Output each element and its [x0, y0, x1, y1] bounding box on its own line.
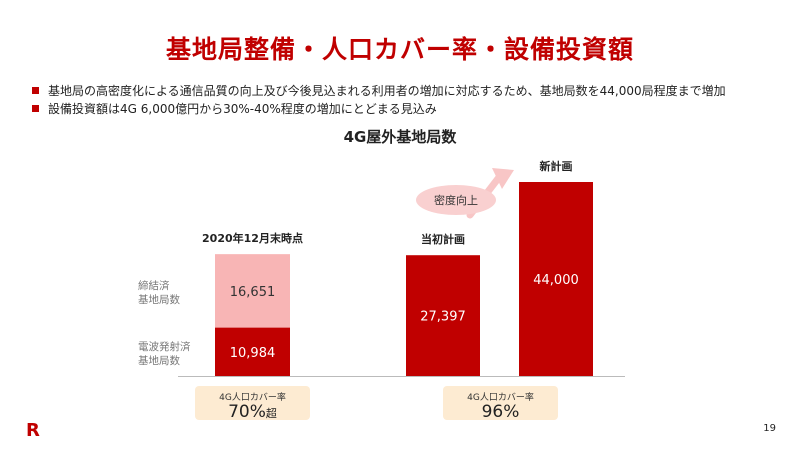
- legend-label-emitted: 電波発射済基地局数: [138, 340, 191, 367]
- rakuten-logo: R: [26, 420, 40, 441]
- bullet-square-icon: [32, 87, 39, 94]
- page-number: 19: [763, 423, 776, 434]
- coverage-value-number: 70%: [228, 402, 266, 422]
- bullet-list: 基地局の高密度化による通信品質の向上及び今後見込まれる利用者の増加に対応するため…: [30, 82, 780, 118]
- bullet-item: 基地局の高密度化による通信品質の向上及び今後見込まれる利用者の増加に対応するため…: [30, 82, 780, 100]
- coverage-value: 96%: [443, 403, 558, 423]
- coverage-box-plan: 4G人口カバー率 96%: [443, 386, 558, 423]
- annotation-label: 密度向上: [434, 193, 478, 207]
- bar-contracted-1: [215, 254, 290, 328]
- coverage-label: 4G人口カバー率: [467, 393, 534, 403]
- coverage-suffix: 超: [265, 407, 277, 420]
- density-bubble: [416, 185, 496, 215]
- legend-label-contracted: 締結済基地局数: [138, 279, 180, 306]
- coverage-label: 4G人口カバー率: [219, 393, 286, 403]
- bar-value-label: 10,984: [230, 346, 276, 361]
- bullet-text: 設備投資額は4G 6,000億円から30%-40%程度の増加にとどまる見込み: [48, 102, 437, 116]
- bullet-item: 設備投資額は4G 6,000億円から30%-40%程度の増加にとどまる見込み: [30, 100, 780, 118]
- category-label: 新計画: [540, 159, 573, 173]
- bar-value-label: 16,651: [230, 285, 276, 300]
- coverage-value-number: 96%: [481, 402, 520, 422]
- category-label: 当初計画: [421, 232, 465, 246]
- coverage-value: 70%超: [195, 403, 310, 423]
- slide-title: 基地局整備・人口カバー率・設備投資額: [165, 35, 634, 64]
- bar-emitted-3: [519, 182, 593, 376]
- bar-value-label: 27,397: [420, 310, 466, 325]
- bullet-text: 基地局の高密度化による通信品質の向上及び今後見込まれる利用者の増加に対応するため…: [48, 84, 726, 98]
- bar-emitted-1: [215, 327, 290, 376]
- growth-arrow-head-icon: [492, 168, 514, 189]
- category-label: 2020年12月末時点: [202, 231, 303, 245]
- bullet-square-icon: [32, 105, 39, 112]
- chart-title: 4G屋外基地局数: [343, 128, 457, 146]
- coverage-box-current: 4G人口カバー率 70%超: [195, 386, 310, 423]
- bar-value-label: 44,000: [533, 273, 579, 288]
- bar-emitted-2: [406, 255, 480, 376]
